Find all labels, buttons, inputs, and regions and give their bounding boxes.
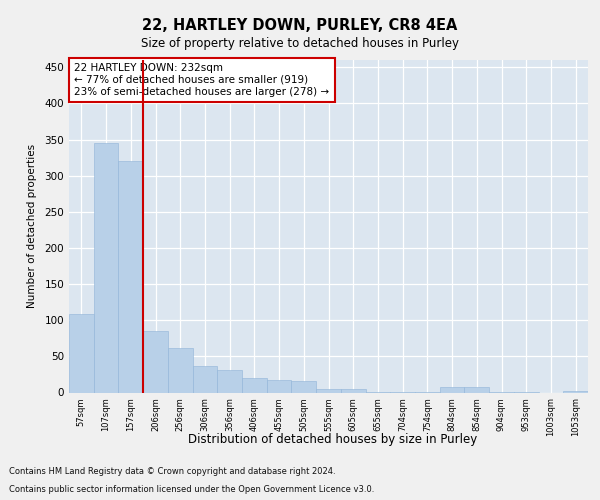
Bar — [193, 366, 217, 392]
Y-axis label: Number of detached properties: Number of detached properties — [28, 144, 37, 308]
Bar — [143, 331, 168, 392]
Bar — [292, 381, 316, 392]
Text: Size of property relative to detached houses in Purley: Size of property relative to detached ho… — [141, 38, 459, 51]
Bar — [217, 370, 242, 392]
Text: Contains HM Land Registry data © Crown copyright and database right 2024.: Contains HM Land Registry data © Crown c… — [9, 467, 335, 476]
Bar — [118, 161, 143, 392]
Bar — [563, 391, 588, 392]
Text: Distribution of detached houses by size in Purley: Distribution of detached houses by size … — [188, 432, 478, 446]
Bar — [168, 348, 193, 393]
Bar — [464, 386, 489, 392]
Text: Contains public sector information licensed under the Open Government Licence v3: Contains public sector information licen… — [9, 485, 374, 494]
Bar — [242, 378, 267, 392]
Bar — [341, 389, 365, 392]
Bar — [69, 314, 94, 392]
Bar — [267, 380, 292, 392]
Bar — [94, 143, 118, 392]
Bar — [440, 386, 464, 392]
Text: 22 HARTLEY DOWN: 232sqm
← 77% of detached houses are smaller (919)
23% of semi-d: 22 HARTLEY DOWN: 232sqm ← 77% of detache… — [74, 64, 329, 96]
Text: 22, HARTLEY DOWN, PURLEY, CR8 4EA: 22, HARTLEY DOWN, PURLEY, CR8 4EA — [142, 18, 458, 32]
Bar — [316, 389, 341, 392]
